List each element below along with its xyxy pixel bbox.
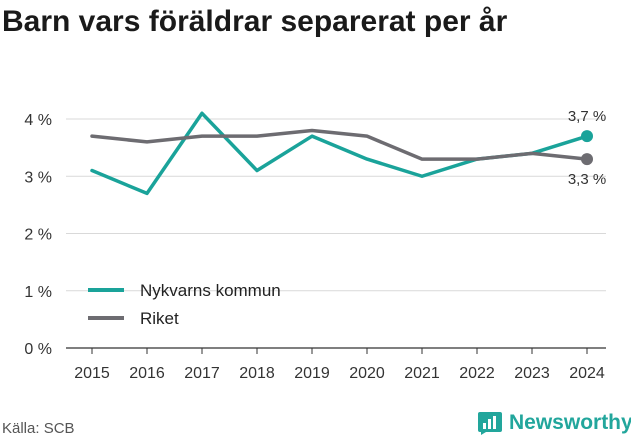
x-tick-label: 2024	[569, 365, 605, 382]
y-tick-label: 2 %	[24, 227, 52, 244]
x-axis-ticks: 2015 2016 2017 2018 2019 2020 2021 2022 2023 2024	[74, 348, 605, 382]
x-tick-label: 2016	[129, 365, 165, 382]
x-tick-label: 2019	[294, 365, 330, 382]
end-point-riket	[581, 153, 593, 166]
end-label-riket: 3,3 %	[568, 171, 606, 188]
legend-label-riket: Riket	[140, 309, 179, 328]
x-tick-label: 2023	[514, 365, 550, 382]
bar-chart-icon	[478, 412, 502, 435]
end-label-nykvarns-kommun: 3,7 %	[568, 108, 606, 125]
x-tick-label: 2021	[404, 365, 440, 382]
series-line-nykvarns-kommun	[90, 111, 589, 196]
series-lines: 3,7 % 3,3 %	[90, 108, 606, 196]
x-tick-label: 2020	[349, 365, 385, 382]
x-tick-label: 2018	[239, 365, 275, 382]
x-tick-label: 2022	[459, 365, 495, 382]
y-tick-label: 1 %	[24, 284, 52, 301]
y-tick-label: 0 %	[24, 341, 52, 358]
gridlines	[66, 118, 606, 349]
legend-label-nykvarns-kommun: Nykvarns kommun	[140, 281, 281, 300]
line-chart: 0 % 1 % 2 % 3 % 4 % 2015 2016 2017 2018 2019 2020…	[24, 108, 606, 382]
series-line-riket	[90, 128, 589, 161]
x-tick-label: 2017	[184, 365, 220, 382]
brand-name: Newsworthy	[509, 411, 631, 434]
y-tick-label: 4 %	[24, 112, 52, 129]
y-tick-label: 3 %	[24, 169, 52, 186]
end-point-nykvarns-kommun	[581, 130, 593, 143]
chart-title: Barn vars föräldrar separerat per år	[2, 5, 508, 38]
legend: Nykvarns kommun Riket	[88, 281, 281, 328]
x-tick-label: 2015	[74, 365, 110, 382]
y-axis-ticks: 0 % 1 % 2 % 3 % 4 %	[24, 112, 52, 358]
source-note: Källa: SCB	[2, 420, 75, 437]
brand-logo[interactable]: Newsworthy	[477, 410, 631, 436]
